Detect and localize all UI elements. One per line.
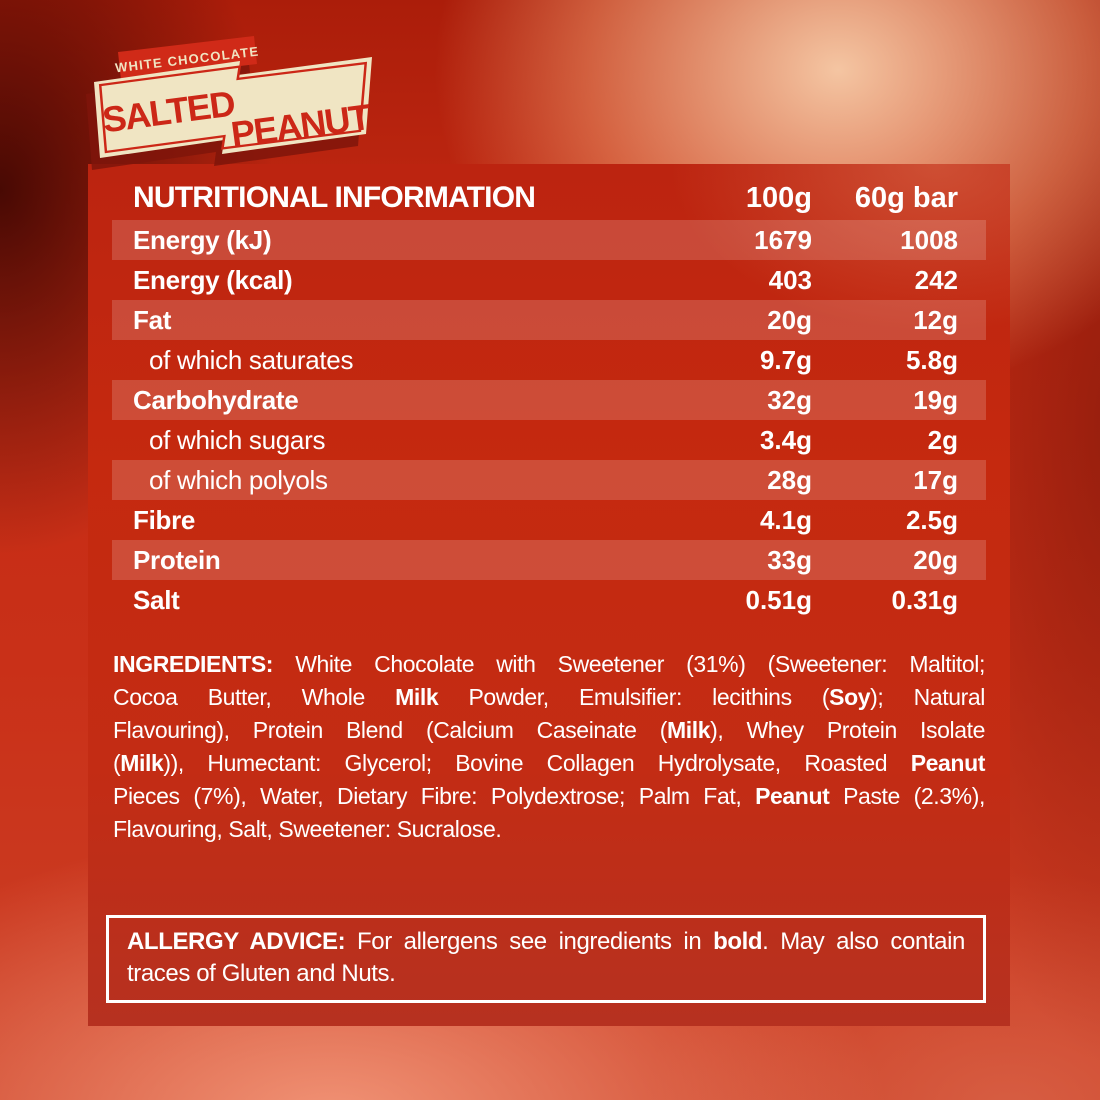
table-row: Energy (kJ) 1679 1008 [112,220,986,260]
table-row: of which saturates 9.7g 5.8g [112,340,986,380]
row-label: Salt [133,584,180,615]
text-line: (Milk)), Humectant: Glycerol; Bovine Col… [113,747,985,780]
ingredients-text: INGREDIENTS: White Chocolate with Sweete… [113,648,985,846]
text-segment: Powder, Emulsifier: lecithins ( [438,684,830,710]
row-label: Protein [133,544,221,575]
nutrition-table: NUTRITIONAL INFORMATION 100g 60g bar Ene… [112,176,986,620]
table-row: Fibre 4.1g 2.5g [112,500,986,540]
text-line: traces of Gluten and Nuts. [127,958,965,990]
text-segment: Cocoa Butter, Whole [113,684,396,710]
white-chocolate-ribbon [118,36,257,80]
text-segment: ), Whey Protein Isolate [710,717,985,743]
table-title: NUTRITIONAL INFORMATION [133,181,536,214]
text-line: Flavouring), Protein Blend (Calcium Case… [113,714,985,747]
row-label: of which polyols [149,464,328,495]
row-value-100g: 33g [767,544,812,575]
bold-text-segment: Milk [120,750,164,776]
text-segment: White Chocolate with Sweetener (31%) (Sw… [295,651,986,677]
row-label: Fibre [133,504,196,535]
row-value-60g-bar: 2g [927,424,958,455]
row-value-60g-bar: 5.8g [905,344,958,375]
row-label: of which sugars [149,424,326,455]
text-line: Cocoa Butter, Whole Milk Powder, Emulsif… [113,681,985,714]
text-segment: For allergens see ingredients in [357,928,714,955]
table-row: of which polyols 28g 17g [112,460,986,500]
row-value-100g: 28g [767,464,812,495]
row-value-100g: 9.7g [759,344,812,375]
column-header-60g-bar: 60g bar [854,181,958,214]
text-segment: ( [113,750,121,776]
row-label: Energy (kJ) [133,224,272,255]
bold-text-segment: Milk [395,684,439,710]
bold-text-segment: bold [713,928,763,955]
row-value-60g-bar: 1008 [900,224,958,255]
row-value-60g-bar: 12g [913,304,958,335]
table-row: of which sugars 3.4g 2g [112,420,986,460]
row-label: Carbohydrate [133,384,299,415]
text-segment: Flavouring), Protein Blend (Calcium Case… [113,717,667,743]
text-segment: ); Natural [870,684,985,710]
row-value-60g-bar: 242 [914,264,958,295]
table-row: Fat 20g 12g [112,300,986,340]
text-segment: . May also contain [762,928,965,955]
row-value-60g-bar: 20g [913,544,958,575]
table-row: Energy (kcal) 403 242 [112,260,986,300]
banner-plate [94,57,372,158]
text-line: ALLERGY ADVICE: For allergens see ingred… [127,926,965,958]
table-row: Protein 33g 20g [112,540,986,580]
column-header-100g: 100g [745,181,812,214]
text-line: Flavouring, Salt, Sweetener: Sucralose. [113,813,985,846]
row-value-100g: 32g [767,384,812,415]
row-value-100g: 1679 [754,224,812,255]
bold-text-segment: Milk [666,717,711,743]
bold-text-segment: ALLERGY ADVICE: [127,928,358,955]
product-logo: WHITE CHOCOLATE SALTED PEANUT [86,36,373,170]
row-value-100g: 20g [767,304,812,335]
row-label: Energy (kcal) [133,264,293,295]
row-label: of which saturates [149,344,354,375]
banner-inner-outline [98,61,368,154]
row-value-100g: 403 [768,264,812,295]
text-segment: )), Humectant: Glycerol; Bovine Collagen… [163,750,911,776]
row-value-60g-bar: 2.5g [905,504,958,535]
text-segment: Pieces (7%), Water, Dietary Fibre: Polyd… [113,783,756,809]
row-value-100g: 3.4g [759,424,812,455]
allergy-advice-text: ALLERGY ADVICE: For allergens see ingred… [127,926,965,990]
row-value-60g-bar: 17g [913,464,958,495]
table-row: Salt 0.51g 0.31g [112,580,986,620]
row-label: Fat [133,304,172,335]
table-header-row: NUTRITIONAL INFORMATION 100g 60g bar [112,176,986,220]
bold-text-segment: INGREDIENTS: [113,651,296,677]
text-line: INGREDIENTS: White Chocolate with Sweete… [113,648,985,681]
text-segment: Flavouring, Salt, Sweetener: Sucralose. [113,816,502,842]
bold-text-segment: Soy [829,684,871,710]
text-line: Pieces (7%), Water, Dietary Fibre: Polyd… [113,780,985,813]
row-value-100g: 4.1g [759,504,812,535]
nutrition-panel-background [88,164,1010,1026]
table-body: Energy (kJ) 1679 1008 Energy (kcal) 403 242 Fa… [112,220,986,620]
allergy-advice-box: ALLERGY ADVICE: For allergens see ingred… [106,915,986,1003]
row-value-60g-bar: 0.31g [891,584,959,615]
text-segment: traces of Gluten and Nuts. [127,960,396,987]
row-value-100g: 0.51g [745,584,813,615]
bold-text-segment: Peanut [910,750,986,776]
table-row: Carbohydrate 32g 19g [112,380,986,420]
row-value-60g-bar: 19g [913,384,958,415]
text-segment: Paste (2.3%), [829,783,985,809]
bold-text-segment: Peanut [755,783,830,809]
